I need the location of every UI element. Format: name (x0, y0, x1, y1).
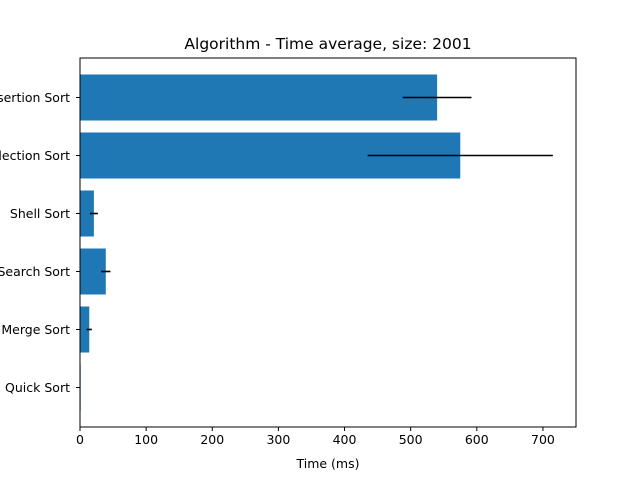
bar (80, 306, 90, 353)
y-axis-ticks: Insertion Sort Selection Sort Shell Sort Se… (0, 90, 80, 395)
bar (80, 74, 438, 121)
x-tick-label: 400 (333, 432, 357, 447)
x-tick-label: 700 (531, 432, 555, 447)
bars-group (80, 74, 461, 411)
error-bars-group (86, 96, 553, 331)
x-tick-label: 200 (200, 432, 224, 447)
y-tick-label: Insertion Sort (0, 90, 70, 105)
chart-title: Algorithm - Time average, size: 2001 (184, 35, 471, 53)
x-axis-ticks: 0 100 200 300 400 500 600 700 (76, 427, 555, 447)
x-tick-label: 500 (399, 432, 423, 447)
bar (80, 190, 94, 237)
y-tick-label: Search Sort (0, 264, 70, 279)
y-tick-label: Selection Sort (0, 148, 70, 163)
y-tick-label: Shell Sort (10, 206, 70, 221)
x-axis-label: Time (ms) (295, 456, 359, 471)
y-tick-label: Merge Sort (1, 322, 70, 337)
plot-frame (79, 57, 577, 428)
x-tick-label: 300 (266, 432, 290, 447)
x-tick-label: 600 (465, 432, 489, 447)
y-tick-label: Quick Sort (5, 380, 70, 395)
x-tick-label: 100 (134, 432, 158, 447)
x-tick-label: 0 (76, 432, 84, 447)
